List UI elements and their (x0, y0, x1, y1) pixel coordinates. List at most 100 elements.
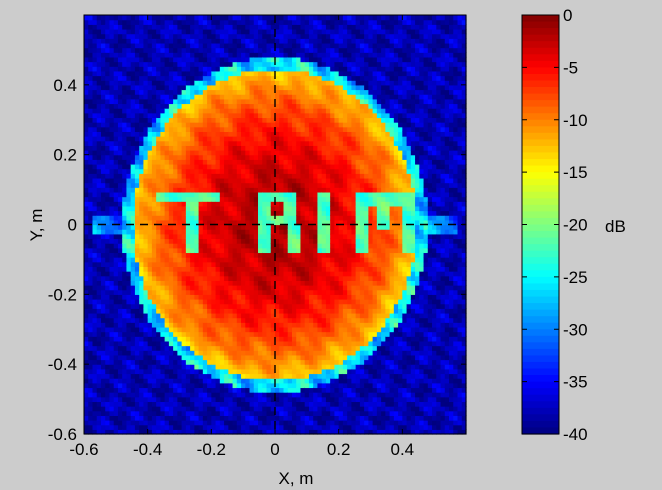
heatmap-cell (275, 312, 280, 319)
heatmap-cell (275, 210, 280, 216)
heatmap-cell (270, 378, 276, 384)
heatmap-cell (92, 308, 98, 314)
heatmap-cell (100, 238, 106, 244)
heatmap-cell (177, 61, 183, 67)
heatmap-cell (266, 19, 272, 25)
heatmap-cell (139, 219, 145, 226)
heatmap-cell (215, 215, 221, 221)
heatmap-cell (185, 66, 191, 72)
heatmap-cell (92, 112, 98, 119)
heatmap-cell (168, 80, 174, 86)
heatmap-cell (266, 322, 272, 328)
heatmap-cell (156, 89, 161, 95)
heatmap-cell (291, 187, 297, 193)
heatmap-cell (202, 285, 208, 291)
heatmap-cell (130, 420, 136, 426)
heatmap-cell (304, 33, 310, 39)
heatmap-cell (232, 70, 238, 77)
heatmap-cell (96, 219, 102, 226)
heatmap-cell (151, 243, 157, 249)
heatmap-cell (84, 266, 89, 272)
heatmap-cell (156, 368, 161, 375)
heatmap-cell (249, 219, 255, 226)
heatmap-cell (122, 33, 128, 39)
heatmap-cell (134, 84, 140, 91)
heatmap-cell (236, 103, 242, 109)
heatmap-cell (270, 219, 276, 226)
heatmap-cell (177, 33, 183, 39)
heatmap-cell (291, 252, 297, 258)
heatmap-cell (130, 131, 136, 137)
heatmap-cell (296, 66, 302, 72)
heatmap-cell (304, 70, 310, 77)
heatmap-cell (198, 238, 204, 244)
heatmap-cell (156, 261, 161, 267)
heatmap-cell (147, 238, 153, 244)
heatmap-cell (317, 415, 323, 421)
heatmap-cell (296, 182, 302, 188)
heatmap-cell (224, 122, 229, 128)
heatmap-cell (92, 271, 98, 277)
heatmap-cell (130, 168, 136, 174)
heatmap-cell (287, 224, 293, 230)
heatmap-cell (88, 261, 94, 267)
heatmap-cell (224, 271, 229, 277)
heatmap-cell (105, 131, 111, 137)
heatmap-cell (177, 19, 183, 25)
heatmap-cell (105, 322, 111, 328)
heatmap-cell (105, 326, 111, 333)
heatmap-cell (245, 173, 251, 179)
heatmap-cell (92, 420, 98, 426)
heatmap-cell (109, 70, 115, 77)
heatmap-cell (164, 382, 170, 389)
heatmap-cell (287, 271, 293, 277)
heatmap-cell (275, 177, 280, 184)
heatmap-cell (313, 303, 319, 309)
heatmap-cell (219, 387, 225, 393)
heatmap-cell (283, 429, 289, 435)
heatmap-cell (202, 331, 208, 337)
heatmap-cell (262, 191, 268, 198)
heatmap-cell (211, 103, 217, 109)
heatmap-cell (283, 210, 289, 216)
heatmap-cell (143, 173, 149, 179)
heatmap-cell (215, 66, 221, 72)
heatmap-cell (232, 33, 238, 39)
heatmap-cell (313, 15, 319, 21)
heatmap-cell (105, 94, 111, 100)
heatmap-cell (84, 75, 89, 81)
heatmap-cell (313, 187, 319, 193)
heatmap-cell (117, 289, 123, 295)
heatmap-cell (173, 233, 178, 240)
heatmap-cell (287, 336, 293, 342)
heatmap-cell (300, 42, 306, 49)
heatmap-cell (194, 61, 200, 67)
heatmap-cell (173, 298, 178, 305)
heatmap-cell (270, 322, 276, 328)
heatmap-cell (245, 24, 251, 30)
heatmap-cell (100, 177, 106, 184)
heatmap-cell (139, 75, 145, 81)
heatmap-cell (270, 275, 276, 281)
heatmap-cell (236, 326, 242, 333)
heatmap-cell (100, 406, 106, 412)
heatmap-cell (241, 392, 246, 398)
heatmap-cell (207, 47, 212, 53)
heatmap-cell (308, 345, 314, 351)
heatmap-cell (84, 280, 89, 286)
heatmap-cell (173, 154, 178, 160)
heatmap-cell (168, 168, 174, 174)
heatmap-cell (287, 354, 293, 361)
heatmap-cell (262, 47, 268, 53)
heatmap-cell (308, 210, 314, 216)
heatmap-cell (241, 378, 246, 384)
heatmap-cell (308, 89, 314, 95)
heatmap-cell (236, 80, 242, 86)
heatmap-cell (84, 340, 89, 347)
heatmap-cell (215, 271, 221, 277)
heatmap-cell (211, 126, 217, 132)
heatmap-cell (113, 229, 119, 235)
heatmap-cell (287, 136, 293, 142)
heatmap-cell (164, 177, 170, 184)
heatmap-cell (291, 364, 297, 370)
